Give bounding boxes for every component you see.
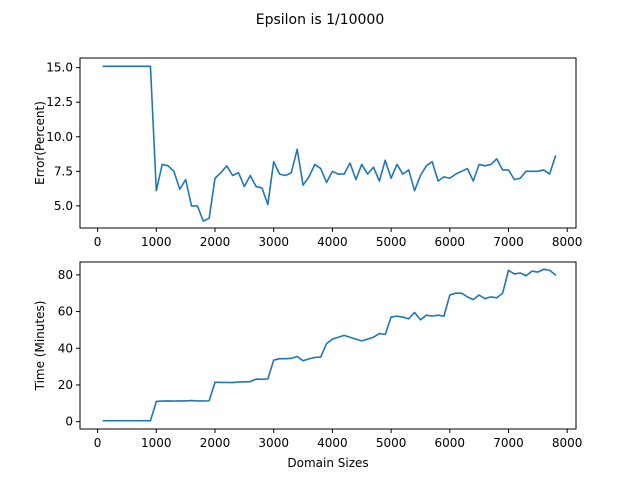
x-tick-label: 4000 bbox=[317, 235, 348, 249]
x-axis-label-time: Domain Sizes bbox=[287, 456, 368, 470]
x-tick-label: 4000 bbox=[317, 436, 348, 450]
subplot-time: 0 1000 2000 3000 4000 5000 6000 7000 8000 0 20 40 6… bbox=[33, 261, 583, 470]
x-tick-label: 2000 bbox=[200, 436, 231, 450]
x-tick-label: 8000 bbox=[552, 436, 583, 450]
x-axis-ticks-time: 0 1000 2000 3000 4000 5000 6000 7000 8000 bbox=[94, 429, 583, 450]
y-axis-label-error: Error(Percent) bbox=[33, 101, 47, 185]
x-tick-label: 6000 bbox=[435, 436, 466, 450]
plot-area-error bbox=[79, 57, 577, 229]
x-tick-label: 0 bbox=[94, 235, 102, 249]
x-tick-label: 7000 bbox=[493, 436, 524, 450]
y-tick-label: 10.0 bbox=[46, 130, 73, 144]
x-tick-label: 5000 bbox=[376, 436, 407, 450]
subplot-error: 0 1000 2000 3000 4000 5000 6000 7000 8000 5.0 7.5… bbox=[33, 57, 583, 249]
x-tick-label: 5000 bbox=[376, 235, 407, 249]
x-tick-label: 8000 bbox=[552, 235, 583, 249]
y-tick-label: 0 bbox=[65, 415, 73, 429]
x-tick-label: 0 bbox=[94, 436, 102, 450]
x-tick-label: 2000 bbox=[200, 235, 231, 249]
x-axis-ticks-error: 0 1000 2000 3000 4000 5000 6000 7000 8000 bbox=[94, 228, 583, 249]
plot-area-time bbox=[79, 261, 577, 430]
time-series-line bbox=[102, 268, 557, 422]
y-axis-ticks-error: 5.0 7.5 10.0 12.5 15.0 bbox=[46, 61, 80, 213]
x-tick-label: 1000 bbox=[141, 436, 172, 450]
figure-title: Epsilon is 1/10000 bbox=[256, 12, 385, 28]
y-axis-label-time: Time (Minutes) bbox=[33, 301, 47, 392]
x-tick-label: 1000 bbox=[141, 235, 172, 249]
y-tick-label: 15.0 bbox=[46, 61, 73, 75]
y-tick-label: 80 bbox=[58, 268, 73, 282]
y-axis-ticks-time: 0 20 40 60 80 bbox=[58, 268, 80, 429]
error-series-line bbox=[102, 65, 557, 222]
y-tick-label: 12.5 bbox=[46, 95, 73, 109]
x-tick-label: 3000 bbox=[258, 235, 289, 249]
x-tick-label: 3000 bbox=[258, 436, 289, 450]
x-tick-label: 6000 bbox=[435, 235, 466, 249]
y-tick-label: 7.5 bbox=[54, 164, 73, 178]
y-tick-label: 20 bbox=[58, 378, 73, 392]
y-tick-label: 5.0 bbox=[54, 199, 73, 213]
y-tick-label: 40 bbox=[58, 341, 73, 355]
y-tick-label: 60 bbox=[58, 305, 73, 319]
x-tick-label: 7000 bbox=[493, 235, 524, 249]
